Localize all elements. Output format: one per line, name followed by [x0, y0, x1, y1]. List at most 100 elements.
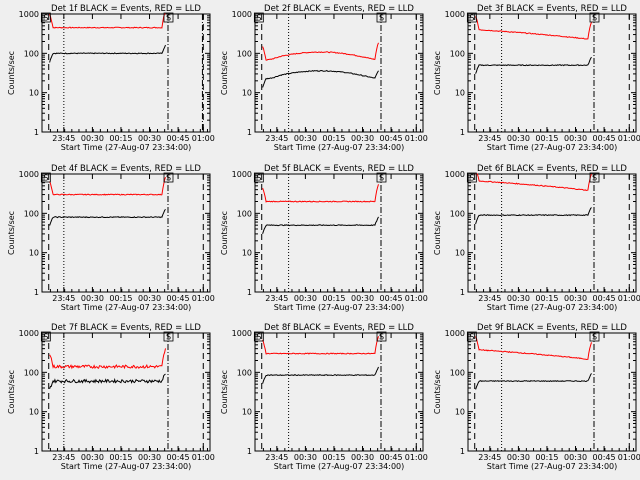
x-tick-label: 00:30	[81, 453, 104, 462]
flag-box	[163, 331, 174, 342]
x-tick-label: 00:45	[380, 453, 403, 462]
y-tick-label: 1000	[19, 329, 39, 338]
x-tick-label: 00:30	[138, 134, 161, 143]
y-tick-label: 10	[29, 249, 39, 258]
x-tick-label: 00:45	[380, 294, 403, 303]
x-axis-label: Start Time (27-Aug-07 23:34:00)	[274, 303, 405, 312]
x-tick-label: 00:15	[535, 453, 558, 462]
x-tick-label: 23:45	[52, 453, 75, 462]
y-tick-label: 10	[455, 249, 465, 258]
x-tick-label: 00:15	[322, 134, 345, 143]
x-tick-label: 00:45	[593, 294, 616, 303]
x-tick-label: 00:30	[81, 294, 104, 303]
flag-box	[253, 172, 264, 183]
panel-det-6: Det 6f BLACK = Events, RED = LLD 1 10 100 10…	[433, 164, 640, 312]
y-axis-label: Counts/sec	[220, 211, 229, 255]
panel-det-5: Det 5f BLACK = Events, RED = LLD 1 10 100 10…	[220, 164, 428, 312]
y-axis-label: Counts/sec	[433, 370, 442, 414]
chart-title: Det 9f BLACK = Events, RED = LLD	[477, 323, 627, 333]
chart-title: Det 1f BLACK = Events, RED = LLD	[51, 4, 201, 14]
y-axis-label: Counts/sec	[7, 51, 16, 95]
x-tick-label: 23:45	[478, 453, 501, 462]
chart-title: Det 7f BLACK = Events, RED = LLD	[51, 323, 201, 333]
series-lld	[262, 336, 379, 355]
y-tick-label: 1	[34, 447, 39, 456]
chart-title: Det 4f BLACK = Events, RED = LLD	[51, 164, 201, 174]
flag-box	[376, 331, 387, 342]
y-tick-label: 100	[24, 49, 39, 58]
plot-frame	[254, 332, 424, 452]
x-tick-label: 00:15	[109, 294, 132, 303]
x-tick-label: 01:00	[618, 134, 640, 143]
flag-label: S	[469, 333, 474, 342]
x-tick-label: 00:30	[351, 294, 374, 303]
x-axis-label: Start Time (27-Aug-07 23:34:00)	[487, 143, 618, 152]
plot-frame	[254, 173, 424, 293]
flag-label: S	[43, 174, 48, 183]
x-tick-label: 00:30	[351, 453, 374, 462]
x-tick-label: 00:30	[564, 294, 587, 303]
y-tick-label: 100	[450, 209, 465, 218]
flag-label: S	[379, 14, 384, 23]
x-tick-label: 00:30	[507, 294, 530, 303]
y-axis-label: Counts/sec	[433, 211, 442, 255]
series-events	[49, 44, 166, 63]
y-tick-label: 100	[237, 368, 252, 377]
x-tick-label: 00:15	[109, 453, 132, 462]
flag-box	[376, 172, 387, 183]
x-axis-label: Start Time (27-Aug-07 23:34:00)	[61, 462, 192, 471]
flag-label: S	[379, 333, 384, 342]
x-tick-label: 00:15	[109, 134, 132, 143]
plot-frame	[41, 173, 211, 293]
series-lld	[475, 16, 592, 40]
flag-box	[40, 12, 51, 23]
y-axis-label: Counts/sec	[433, 51, 442, 95]
x-tick-label: 01:00	[192, 453, 215, 462]
x-tick-label: 00:30	[138, 453, 161, 462]
chart-title: Det 5f BLACK = Events, RED = LLD	[264, 164, 414, 174]
panel-det-8: Det 8f BLACK = Events, RED = LLD 1 10 100 10…	[220, 323, 428, 471]
flag-label: S	[43, 14, 48, 23]
x-tick-label: 00:30	[294, 134, 317, 143]
flag-label: S	[592, 174, 597, 183]
flag-label: S	[43, 333, 48, 342]
x-axis-label: Start Time (27-Aug-07 23:34:00)	[61, 303, 192, 312]
y-tick-label: 1000	[445, 329, 465, 338]
y-tick-label: 1000	[232, 10, 252, 19]
y-tick-label: 1	[247, 447, 252, 456]
flag-label: S	[256, 333, 261, 342]
y-tick-label: 1000	[445, 10, 465, 19]
series-lld	[475, 336, 592, 361]
flag-label: S	[469, 174, 474, 183]
y-tick-label: 1	[34, 128, 39, 137]
x-tick-label: 23:45	[265, 453, 288, 462]
y-axis-label: Counts/sec	[7, 370, 16, 414]
y-tick-label: 1	[460, 288, 465, 297]
flag-box	[589, 331, 600, 342]
chart-title: Det 2f BLACK = Events, RED = LLD	[264, 4, 414, 14]
x-tick-label: 00:30	[564, 453, 587, 462]
series-lld	[262, 184, 379, 203]
flag-box	[163, 12, 174, 23]
x-tick-label: 00:45	[593, 134, 616, 143]
x-tick-label: 00:30	[507, 134, 530, 143]
x-tick-label: 01:00	[405, 294, 428, 303]
chart-title: Det 3f BLACK = Events, RED = LLD	[477, 4, 627, 14]
x-axis-label: Start Time (27-Aug-07 23:34:00)	[274, 462, 405, 471]
series-events	[262, 366, 379, 384]
x-tick-label: 00:45	[593, 453, 616, 462]
x-tick-label: 00:45	[167, 294, 190, 303]
y-tick-label: 10	[242, 408, 252, 417]
y-axis-label: Counts/sec	[7, 211, 16, 255]
x-tick-label: 01:00	[192, 134, 215, 143]
x-tick-label: 00:15	[322, 294, 345, 303]
x-tick-label: 00:15	[535, 134, 558, 143]
y-tick-label: 10	[455, 89, 465, 98]
flag-label: S	[166, 174, 171, 183]
x-tick-label: 00:15	[322, 453, 345, 462]
panel-det-1: Det 1f BLACK = Events, RED = LLD 1 10 100 10…	[7, 4, 215, 152]
x-tick-label: 00:30	[351, 134, 374, 143]
x-tick-label: 00:30	[564, 134, 587, 143]
y-tick-label: 100	[24, 368, 39, 377]
flag-box	[589, 12, 600, 23]
